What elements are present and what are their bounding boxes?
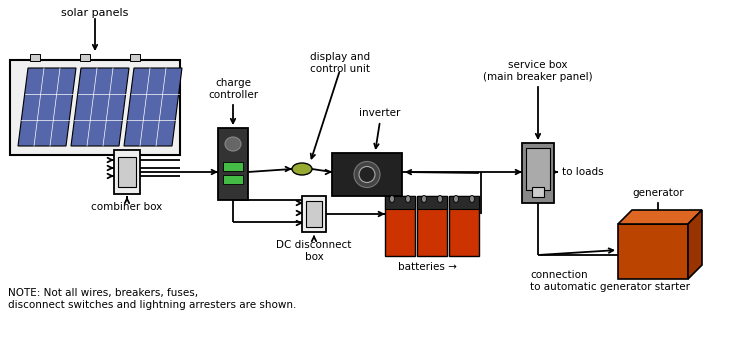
Polygon shape bbox=[124, 68, 182, 146]
Polygon shape bbox=[618, 210, 702, 224]
FancyBboxPatch shape bbox=[10, 60, 180, 155]
Text: batteries →: batteries → bbox=[398, 262, 457, 272]
Ellipse shape bbox=[406, 196, 410, 202]
Text: DC disconnect
box: DC disconnect box bbox=[276, 240, 352, 262]
FancyBboxPatch shape bbox=[532, 187, 544, 197]
Ellipse shape bbox=[389, 196, 394, 202]
Text: display and
control unit: display and control unit bbox=[310, 52, 370, 74]
FancyBboxPatch shape bbox=[526, 148, 550, 190]
Polygon shape bbox=[71, 68, 129, 146]
Polygon shape bbox=[618, 224, 688, 279]
Polygon shape bbox=[18, 68, 76, 146]
FancyBboxPatch shape bbox=[449, 196, 479, 209]
Ellipse shape bbox=[422, 196, 427, 202]
Text: to loads: to loads bbox=[562, 167, 604, 177]
Circle shape bbox=[354, 161, 380, 187]
FancyBboxPatch shape bbox=[522, 143, 554, 203]
FancyBboxPatch shape bbox=[118, 157, 136, 187]
FancyBboxPatch shape bbox=[332, 153, 402, 196]
Text: connection
to automatic generator starter: connection to automatic generator starte… bbox=[530, 270, 690, 292]
Ellipse shape bbox=[437, 196, 442, 202]
FancyBboxPatch shape bbox=[417, 196, 447, 256]
Ellipse shape bbox=[454, 196, 458, 202]
FancyBboxPatch shape bbox=[80, 54, 90, 61]
Text: generator: generator bbox=[632, 188, 684, 198]
Ellipse shape bbox=[292, 163, 312, 175]
FancyBboxPatch shape bbox=[30, 54, 40, 61]
Text: service box
(main breaker panel): service box (main breaker panel) bbox=[483, 61, 592, 82]
Polygon shape bbox=[688, 210, 702, 279]
FancyBboxPatch shape bbox=[218, 128, 248, 200]
FancyBboxPatch shape bbox=[385, 196, 415, 209]
Text: NOTE: Not all wires, breakers, fuses,
disconnect switches and lightning arrester: NOTE: Not all wires, breakers, fuses, di… bbox=[8, 288, 296, 310]
FancyBboxPatch shape bbox=[302, 196, 326, 232]
FancyBboxPatch shape bbox=[114, 150, 140, 194]
Text: charge
controller: charge controller bbox=[208, 78, 258, 100]
Text: inverter: inverter bbox=[359, 108, 401, 118]
FancyBboxPatch shape bbox=[223, 162, 243, 171]
FancyBboxPatch shape bbox=[385, 196, 415, 256]
FancyBboxPatch shape bbox=[306, 201, 322, 227]
FancyBboxPatch shape bbox=[223, 175, 243, 184]
FancyBboxPatch shape bbox=[449, 196, 479, 256]
Text: solar panels: solar panels bbox=[62, 8, 129, 18]
Ellipse shape bbox=[470, 196, 475, 202]
Ellipse shape bbox=[225, 137, 241, 151]
FancyBboxPatch shape bbox=[130, 54, 140, 61]
FancyBboxPatch shape bbox=[417, 196, 447, 209]
Text: combiner box: combiner box bbox=[92, 202, 163, 212]
Circle shape bbox=[359, 167, 375, 183]
